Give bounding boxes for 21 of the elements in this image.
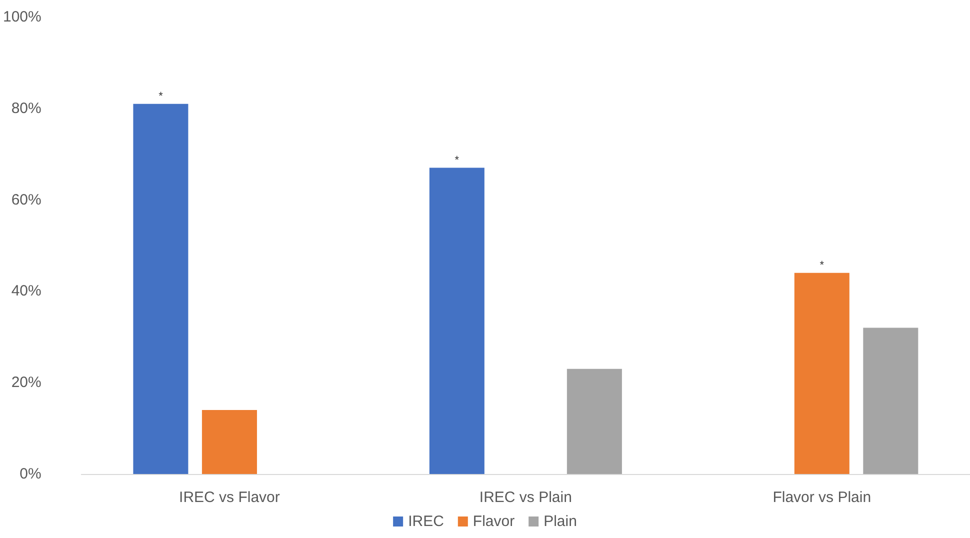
legend-label: Plain [544, 513, 577, 530]
x-tick-label: IREC vs Flavor [179, 489, 280, 506]
y-tick-label: 40% [11, 282, 42, 300]
annotation: * [158, 90, 164, 102]
annotation: * [820, 259, 825, 272]
x-tick-label: IREC vs Plain [479, 489, 572, 506]
y-tick-label: 0% [20, 466, 42, 482]
y-tick-label: 60% [11, 191, 42, 208]
bar [202, 410, 257, 474]
bar [863, 328, 918, 474]
y-tick-label: 20% [11, 374, 42, 392]
bar [133, 104, 188, 474]
legend-label: IREC [408, 513, 444, 530]
bar [794, 272, 850, 474]
y-tick-label: 80% [11, 100, 42, 117]
legend-label: Flavor [472, 513, 515, 530]
annotation: * [454, 154, 460, 166]
bar [429, 168, 484, 474]
x-tick-label: Flavor vs Plain [772, 489, 872, 506]
y-tick-label: 100% [2, 8, 42, 26]
bar [566, 368, 622, 474]
